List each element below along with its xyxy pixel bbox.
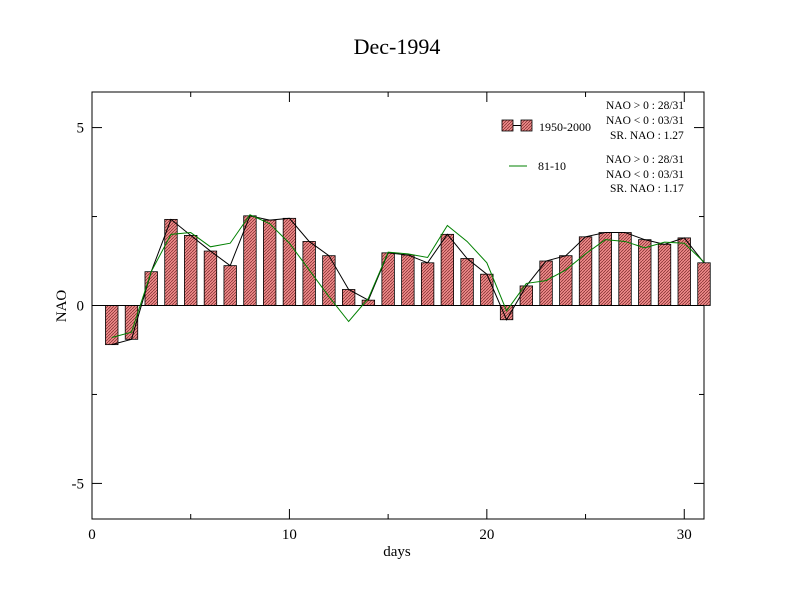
bar-day-3: [144, 271, 158, 306]
stat-sr-nao-2: SR. NAO : 1.17: [610, 183, 684, 195]
bar-day-29: [657, 243, 672, 306]
stats-block-1950-2000: NAO > 0 : 28/31 NAO < 0 : 03/31 SR. NAO …: [606, 100, 684, 142]
bar-day-6: [203, 250, 218, 306]
bar-day-25: [578, 236, 593, 306]
axis-ticks: 0 10 20 30 -5 0 5: [72, 92, 704, 543]
bar-day-8: [243, 215, 257, 306]
y-tick-label: 0: [77, 299, 85, 315]
bar-series: [105, 215, 711, 346]
bar-day-17: [420, 262, 435, 306]
bar-day-19: [460, 258, 474, 306]
legend-label-81-10: 81-10: [538, 159, 566, 173]
x-axis-label: days: [383, 544, 411, 560]
bar-day-7: [223, 265, 237, 306]
stat-sr-nao-1: SR. NAO : 1.27: [610, 130, 684, 142]
bar-day-20: [480, 273, 494, 306]
legend-swatch-bar-2: [520, 119, 533, 132]
bar-day-2: [124, 305, 139, 340]
stat-nao-positive-2: NAO > 0 : 28/31: [606, 154, 684, 166]
y-axis-label: NAO: [54, 290, 70, 323]
bar-day-27: [618, 232, 632, 306]
legend-label-1950-2000: 1950-2000: [539, 120, 591, 134]
bar-day-28: [638, 239, 652, 306]
bar-day-26: [598, 232, 612, 306]
bar-day-10: [282, 217, 297, 306]
y-tick-label: 5: [77, 121, 85, 137]
x-tick-label: 20: [479, 527, 494, 543]
chart-title: Dec-1994: [354, 34, 441, 59]
bar-day-24: [559, 255, 573, 306]
series-81-10-line: [111, 214, 705, 339]
bar-day-31: [697, 262, 711, 306]
bar-day-9: [263, 219, 277, 306]
x-tick-label: 10: [282, 527, 297, 543]
x-tick-label: 0: [88, 527, 96, 543]
bar-day-5: [184, 235, 198, 306]
bar-day-11: [302, 241, 316, 306]
stat-nao-negative-1: NAO < 0 : 03/31: [606, 115, 684, 127]
bar-day-1: [105, 305, 119, 346]
series-1950-2000-line: [111, 215, 705, 346]
y-tick-label: -5: [72, 476, 85, 492]
bar-day-18: [440, 233, 455, 306]
stat-nao-negative-2: NAO < 0 : 03/31: [606, 169, 684, 181]
x-tick-label: 30: [677, 527, 692, 543]
legend-swatch-bar-1: [501, 119, 514, 132]
stat-nao-positive-1: NAO > 0 : 28/31: [606, 100, 684, 112]
bar-day-16: [401, 254, 415, 306]
bar-day-15: [381, 252, 395, 306]
legend: 1950-2000 81-10: [501, 119, 591, 173]
stats-block-81-10: NAO > 0 : 28/31 NAO < 0 : 03/31 SR. NAO …: [606, 154, 684, 195]
bar-day-23: [539, 260, 553, 306]
